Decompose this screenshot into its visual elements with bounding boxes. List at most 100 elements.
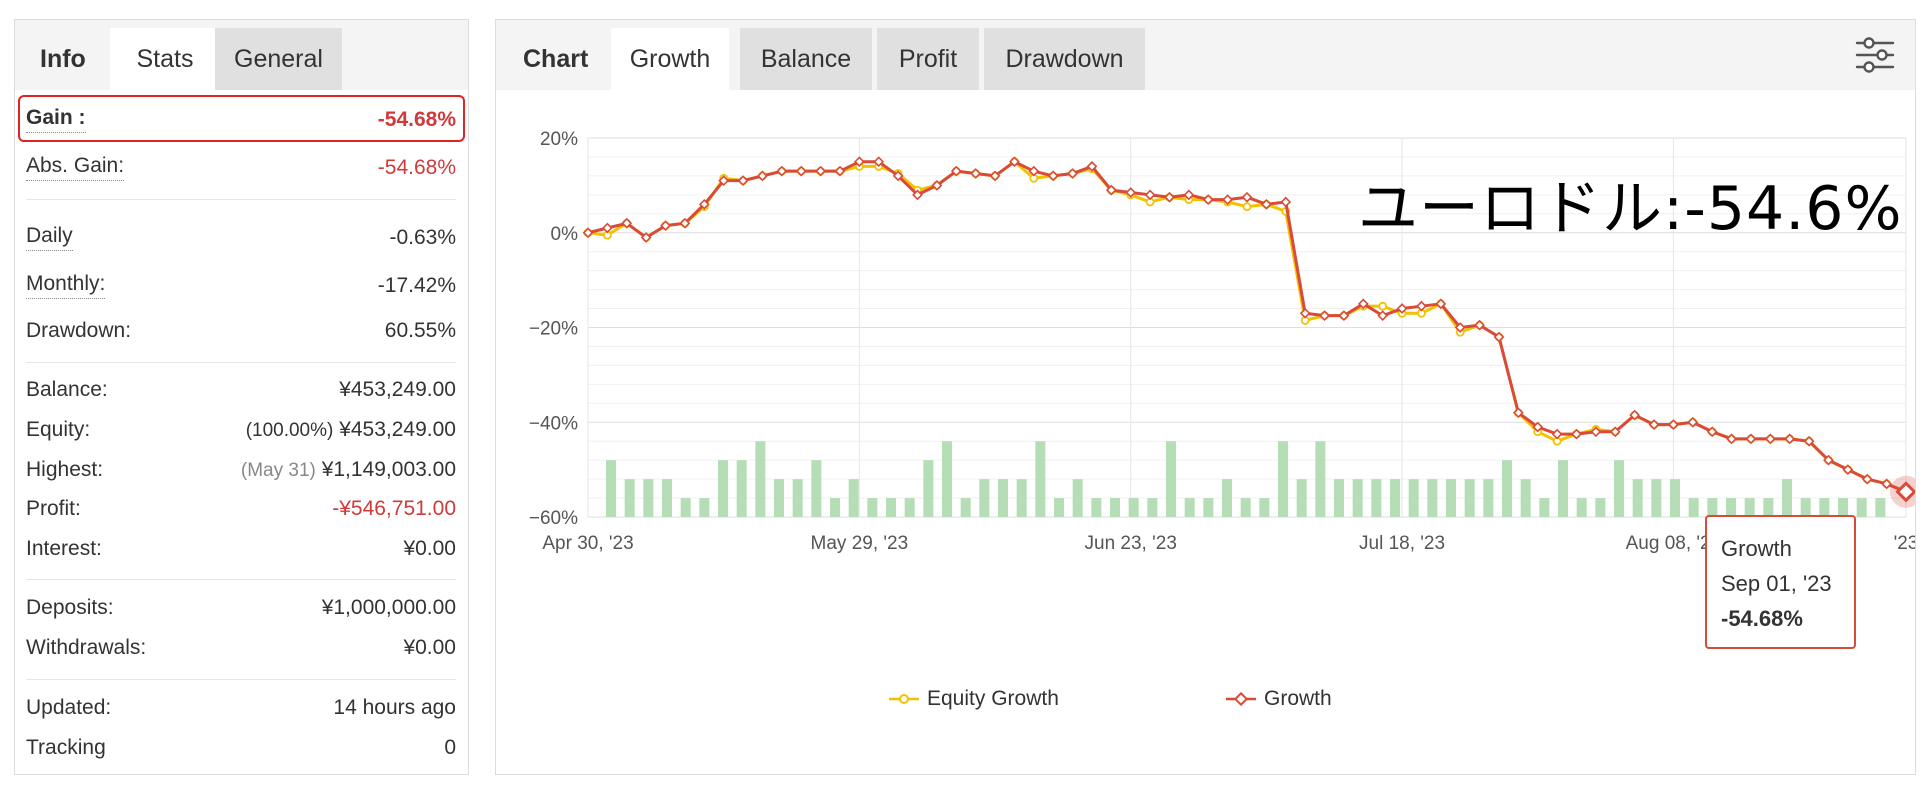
- tab-profit[interactable]: Profit: [877, 28, 979, 90]
- stat-balance: Balance: ¥453,249.00: [26, 372, 456, 408]
- stat-abs-gain-label[interactable]: Abs. Gain:: [26, 152, 125, 181]
- volume-bar: [1502, 460, 1512, 517]
- stat-equity-pct: (100.00%): [245, 420, 334, 441]
- stat-tracking-label: Tracking: [26, 736, 106, 759]
- stat-gain-label[interactable]: Gain :: [26, 104, 86, 133]
- volume-bar: [1035, 441, 1046, 517]
- volume-bar: [923, 460, 934, 517]
- volume-bar: [1800, 498, 1811, 517]
- volume-bar: [1782, 479, 1792, 517]
- legend-growth[interactable]: Growth: [1226, 686, 1332, 712]
- stat-updated-label: Updated:: [26, 696, 112, 719]
- left-tab-bar: Info Stats General: [15, 20, 468, 90]
- growth-point: [1532, 421, 1544, 433]
- tab-drawdown[interactable]: Drawdown: [984, 28, 1145, 90]
- legend-equity-growth[interactable]: Equity Growth: [889, 686, 1059, 712]
- sliders-icon[interactable]: [1855, 36, 1895, 74]
- tab-general[interactable]: General: [215, 28, 342, 90]
- growth-point: [1842, 464, 1854, 475]
- y-axis-ticks: 20% 0% −20% −40% −60%: [529, 129, 578, 529]
- stat-monthly-label[interactable]: Monthly:: [26, 270, 106, 299]
- volume-bar: [1539, 498, 1550, 517]
- growth-point: [1222, 194, 1233, 205]
- growth-point: [1629, 409, 1641, 421]
- stat-highest-date: (May 31): [240, 460, 316, 481]
- growth-point: [1726, 433, 1737, 445]
- stat-withdrawals-value: ¥0.00: [403, 636, 456, 659]
- growth-point: [1202, 194, 1214, 205]
- growth-point: [1648, 419, 1660, 430]
- growth-point: [970, 168, 982, 179]
- volume-bar: [1744, 498, 1755, 517]
- volume-bar: [1110, 498, 1120, 517]
- volume-bar: [830, 498, 840, 517]
- x-tick-label: Jul 18, '23: [1359, 533, 1445, 554]
- growth-point: [1241, 191, 1253, 203]
- growth-point: [1105, 184, 1117, 196]
- volume-bar: [1688, 498, 1699, 517]
- tab-growth[interactable]: Growth: [611, 28, 729, 90]
- volume-bar: [1016, 479, 1027, 517]
- volume-bar: [1576, 498, 1587, 517]
- legend-growth-marker-icon: [1226, 692, 1256, 707]
- volume-bar: [736, 460, 747, 517]
- growth-point: [660, 220, 671, 232]
- volume-bar: [1091, 498, 1102, 517]
- volume-bar: [1558, 460, 1568, 517]
- stat-daily-label[interactable]: Daily: [26, 222, 73, 251]
- growth-point: [1086, 161, 1098, 172]
- growth-point: [950, 165, 962, 177]
- tab-chart[interactable]: Chart: [523, 45, 589, 73]
- growth-point: [1668, 419, 1679, 430]
- growth-point: [1299, 307, 1311, 319]
- stat-gain-value: -54.68%: [377, 108, 456, 131]
- volume-bar: [979, 479, 990, 517]
- stat-highest-value: ¥1,149,003.00: [321, 458, 456, 481]
- volume-bar: [998, 479, 1008, 517]
- stat-equity-value: ¥453,249.00: [339, 418, 456, 441]
- volume-bar: [1371, 479, 1382, 517]
- growth-point: [795, 165, 807, 177]
- x-tick-label: Aug 08, '23: [1626, 533, 1722, 554]
- volume-bar: [848, 479, 859, 517]
- stat-highest-value-wrap: (May 31) ¥1,149,003.00: [241, 452, 456, 489]
- stat-drawdown-value: 60.55%: [384, 319, 456, 342]
- volume-bar: [1166, 441, 1176, 517]
- growth-point: [1454, 322, 1466, 333]
- volume-bar: [1315, 441, 1326, 517]
- growth-point: [1377, 310, 1389, 322]
- volume-bar: [606, 460, 616, 517]
- x-tick-label: May 29, '23: [811, 533, 909, 554]
- volume-bar: [1707, 498, 1718, 517]
- volume-bar: [1296, 479, 1307, 517]
- volume-bar: [1856, 498, 1867, 517]
- volume-bar: [1147, 498, 1158, 517]
- growth-point: [1784, 433, 1796, 445]
- stat-deposits: Deposits: ¥1,000,000.00: [26, 590, 456, 626]
- tab-info[interactable]: Info: [40, 45, 86, 73]
- stat-gain: Gain : -54.68%: [26, 102, 456, 138]
- volume-bar: [1334, 479, 1344, 517]
- growth-point: [1706, 426, 1718, 438]
- stats-list: Gain : -54.68% Abs. Gain: -54.68% Daily …: [15, 90, 468, 774]
- tab-stats[interactable]: Stats: [110, 28, 220, 90]
- tab-balance[interactable]: Balance: [740, 28, 872, 90]
- growth-point: [640, 232, 652, 243]
- volume-bar: [942, 441, 952, 517]
- legend-equity-marker-icon: [889, 694, 919, 705]
- growth-point: [1183, 189, 1195, 201]
- growth-point: [1416, 300, 1427, 312]
- stat-drawdown-label: Drawdown:: [26, 319, 132, 342]
- volume-bar: [1427, 479, 1438, 517]
- stat-interest: Interest: ¥0.00: [26, 531, 456, 567]
- volume-bar: [624, 479, 635, 517]
- volume-bar: [1184, 498, 1195, 517]
- chart-lines: [582, 156, 1915, 508]
- volume-bar: [1520, 479, 1531, 517]
- stat-balance-label: Balance:: [26, 378, 108, 401]
- growth-point: [1280, 196, 1292, 208]
- stat-profit-value: -¥546,751.00: [332, 497, 456, 520]
- growth-point: [602, 222, 613, 234]
- growth-point: [1745, 433, 1757, 445]
- growth-point: [1512, 407, 1524, 419]
